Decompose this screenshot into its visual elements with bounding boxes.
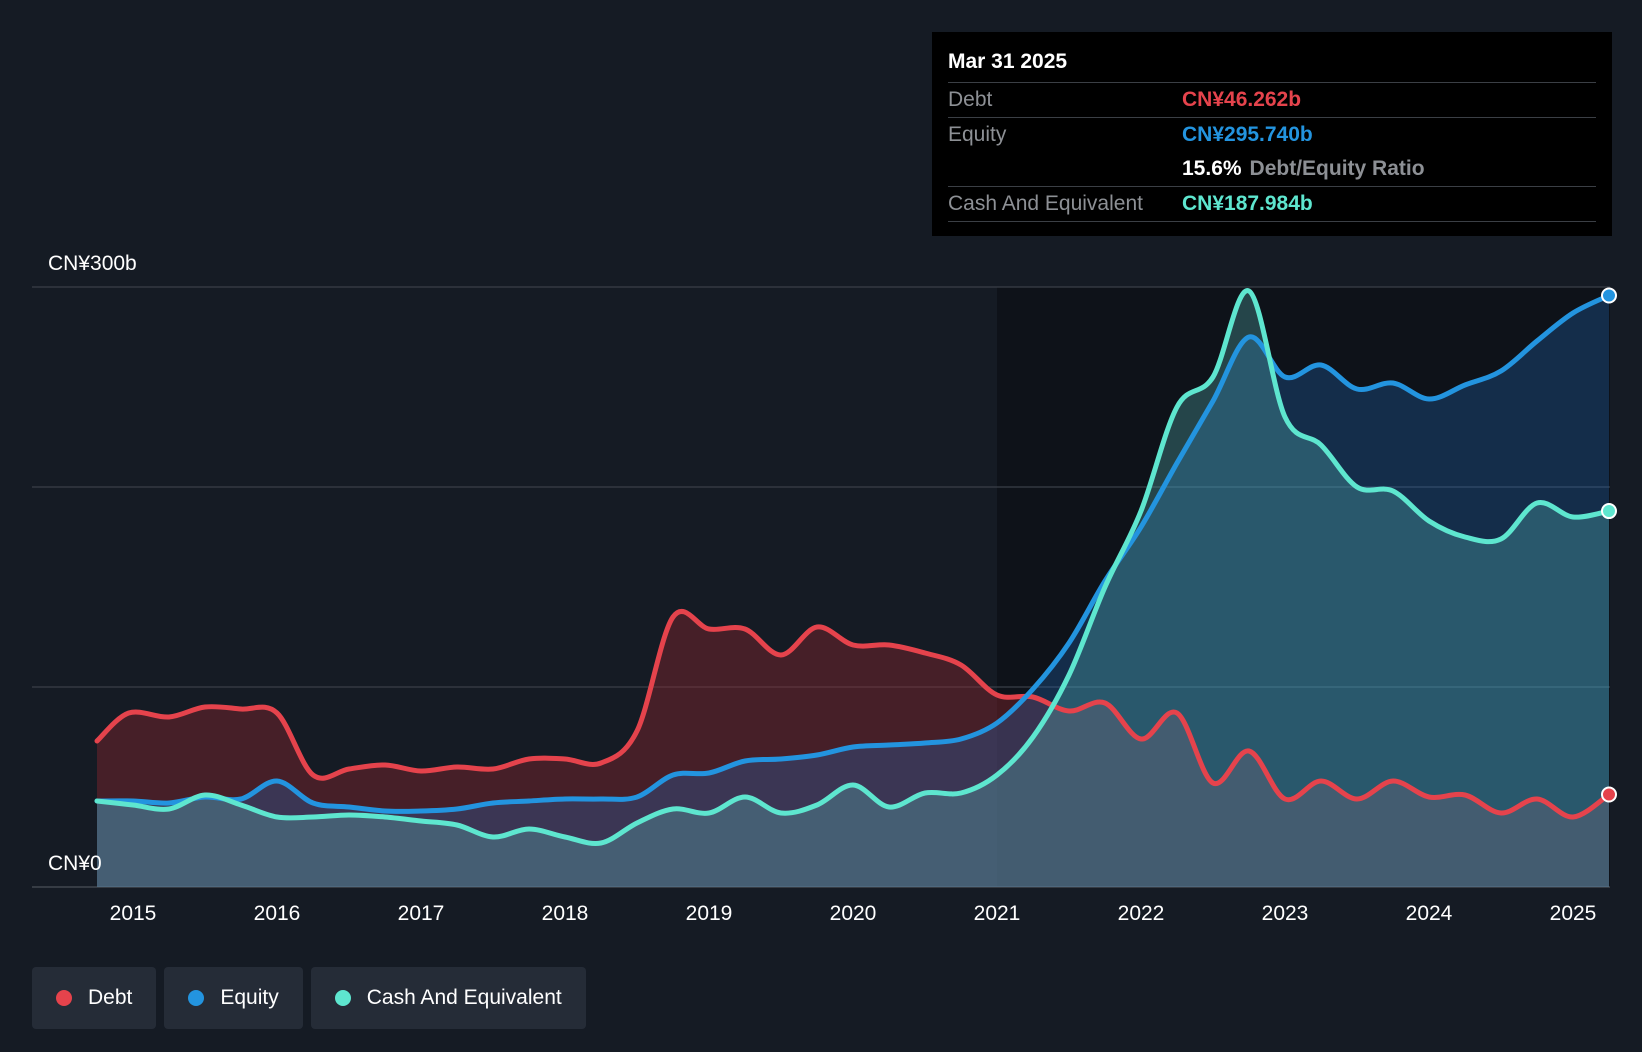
grid-lines bbox=[32, 286, 1610, 888]
tooltip-ratio-value: 15.6% bbox=[1182, 157, 1242, 180]
x-tick-label: 2019 bbox=[686, 902, 733, 925]
equity-line bbox=[94, 293, 1612, 814]
series-endpoints bbox=[1601, 287, 1617, 803]
x-tick-label: 2023 bbox=[1262, 902, 1309, 925]
equity-endpoint bbox=[1601, 287, 1617, 304]
cash-area bbox=[97, 290, 1609, 887]
x-tick-label: 2025 bbox=[1550, 902, 1597, 925]
x-tick-label: 2017 bbox=[398, 902, 445, 925]
x-tick-label: 2015 bbox=[110, 902, 157, 925]
legend-item-equity[interactable]: Equity bbox=[164, 967, 303, 1029]
legend-equity-label: Equity bbox=[220, 986, 279, 1009]
x-tick-label: 2024 bbox=[1406, 902, 1453, 925]
tooltip-ratio-row: 15.6% Debt/Equity Ratio bbox=[948, 152, 1596, 186]
tooltip-debt-label: Debt bbox=[948, 88, 993, 111]
cash-endpoint bbox=[1601, 503, 1617, 520]
tooltip-debt-row: Debt CN¥46.262b bbox=[948, 82, 1596, 117]
tooltip-equity-label: Equity bbox=[948, 123, 1007, 146]
cash-dot-icon bbox=[334, 990, 351, 1006]
cash-line bbox=[94, 288, 1612, 846]
y-axis-ticks: CN¥300b CN¥0 bbox=[48, 252, 137, 875]
x-tick-label: 2020 bbox=[830, 902, 877, 925]
legend-cash-label: Cash And Equivalent bbox=[366, 986, 562, 1009]
equity-area bbox=[97, 295, 1609, 887]
legend-debt-label: Debt bbox=[88, 986, 133, 1009]
y-tick-label-bottom: CN¥0 bbox=[48, 852, 102, 875]
x-tick-label: 2021 bbox=[974, 902, 1021, 925]
tooltip-cash-label: Cash And Equivalent bbox=[948, 192, 1143, 215]
tooltip-ratio-label: Debt/Equity Ratio bbox=[1249, 157, 1425, 180]
series-lines bbox=[94, 288, 1612, 846]
tooltip-cash-row: Cash And Equivalent CN¥187.984b bbox=[948, 186, 1596, 222]
chart-legend: Debt Equity Cash And Equivalent bbox=[32, 967, 586, 1029]
x-axis-ticks: 2015 2016 2017 2018 2019 2020 2021 2022 2023 2024… bbox=[110, 902, 1597, 925]
tooltip-cash-value: CN¥187.984b bbox=[1182, 192, 1313, 215]
debt-endpoint bbox=[1601, 786, 1617, 803]
tooltip-debt-value: CN¥46.262b bbox=[1182, 88, 1302, 111]
tooltip-equity-row: Equity CN¥295.740b bbox=[948, 117, 1596, 152]
debt-line bbox=[94, 608, 1612, 820]
y-tick-label-top: CN¥300b bbox=[48, 252, 137, 275]
x-tick-label: 2016 bbox=[254, 902, 301, 925]
equity-dot-icon bbox=[188, 990, 205, 1006]
tooltip-date: Mar 31 2025 bbox=[948, 50, 1068, 73]
x-tick-label: 2022 bbox=[1118, 902, 1165, 925]
legend-item-debt[interactable]: Debt bbox=[32, 967, 157, 1029]
debt-dot-icon bbox=[56, 990, 72, 1006]
legend-item-cash[interactable]: Cash And Equivalent bbox=[310, 967, 586, 1029]
tooltip-equity-value: CN¥295.740b bbox=[1182, 123, 1313, 146]
data-tooltip: Mar 31 2025 Debt CN¥46.262b Equity CN¥29… bbox=[932, 32, 1612, 236]
x-tick-label: 2018 bbox=[542, 902, 589, 925]
